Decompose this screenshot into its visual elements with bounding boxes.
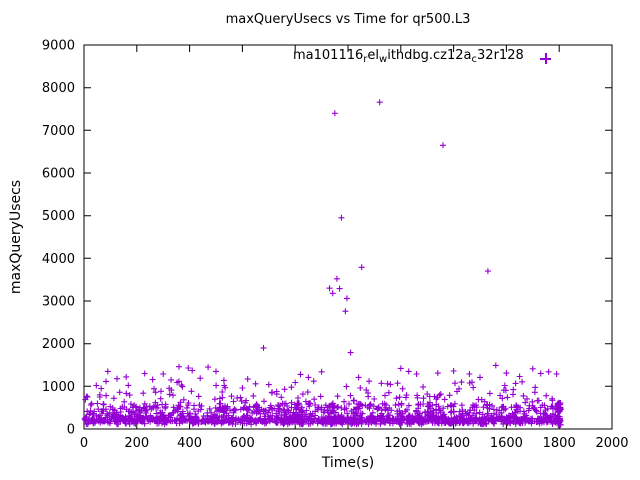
y-tick-label: 9000 [42, 39, 75, 54]
y-tick-label: 6000 [42, 167, 75, 182]
y-tick-label: 2000 [42, 337, 75, 352]
x-tick-label: 200 [124, 436, 149, 451]
x-tick-label: 600 [230, 436, 255, 451]
x-tick-label: 1200 [384, 436, 417, 451]
legend-label-text: el [367, 48, 380, 63]
x-tick-label: 2000 [595, 436, 628, 451]
legend-label-subscript: c [471, 54, 478, 65]
x-tick-label: 800 [283, 436, 308, 451]
x-tick-label: 1600 [490, 436, 523, 451]
y-tick-label: 4000 [42, 252, 75, 267]
y-tick-label: 3000 [42, 295, 75, 310]
chart-title: maxQueryUsecs vs Time for qr500.L3 [225, 12, 471, 27]
x-axis-label: Time(s) [321, 455, 375, 471]
x-tick-label: 1800 [543, 436, 576, 451]
legend-label-text: ithdbg.cz12a [387, 48, 472, 63]
y-tick-label: 0 [67, 423, 75, 438]
x-tick-label: 1400 [437, 436, 470, 451]
legend-label: ma101116relwithdbg.cz12ac32r128 [293, 49, 524, 67]
legend-label-subscript: w [379, 54, 388, 65]
y-tick-label: 8000 [42, 81, 75, 96]
x-tick-label: 0 [80, 436, 88, 451]
legend-marker-plus-icon [539, 52, 551, 64]
y-axis-label: maxQueryUsecs [8, 179, 24, 295]
legend: ma101116relwithdbg.cz12ac32r128 [293, 49, 551, 67]
y-tick-label: 7000 [42, 124, 75, 139]
legend-label-subscript: r [363, 54, 368, 65]
x-tick-label: 1000 [331, 436, 364, 451]
legend-label-text: 32r128 [477, 48, 524, 63]
y-tick-label: 5000 [42, 209, 75, 224]
scatter-points [81, 99, 564, 428]
x-tick-label: 400 [177, 436, 202, 451]
y-tick-label: 1000 [42, 380, 75, 395]
legend-label-text: ma101116 [293, 48, 364, 63]
